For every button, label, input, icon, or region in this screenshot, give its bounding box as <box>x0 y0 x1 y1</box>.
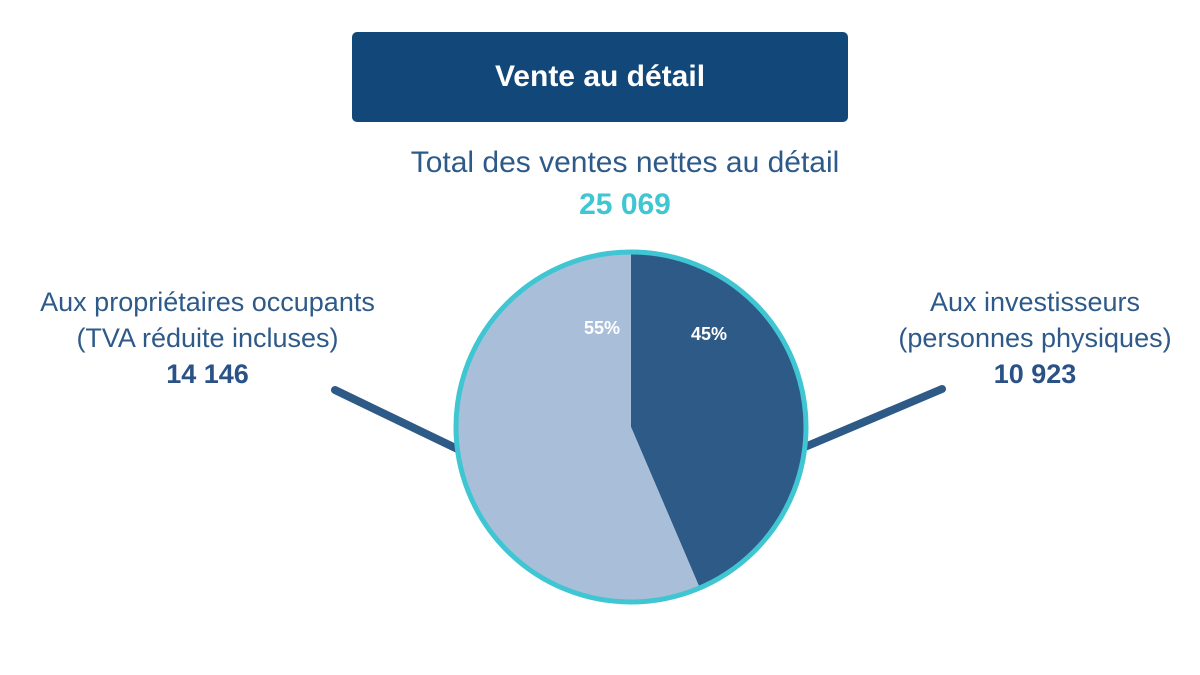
investors-value: 10 923 <box>993 359 1077 389</box>
owners-label-line2: (TVA réduite incluses) <box>76 323 339 353</box>
investors-connector-line <box>789 385 946 456</box>
total-label: Total des ventes nettes au détail <box>410 146 840 179</box>
pie-outline <box>453 249 809 605</box>
pie-slice-0 <box>631 254 804 587</box>
investors-label-line1: Aux investisseurs <box>929 287 1141 317</box>
owners-connector-line <box>331 386 474 459</box>
page-title: Vente au détail <box>494 60 706 93</box>
investors-label-block: Aux investisseurs (personnes physiques) … <box>880 284 1190 392</box>
investors-label-line2: (personnes physiques) <box>898 323 1172 353</box>
owners-label-block: Aux propriétaires occupants (TVA réduite… <box>20 284 395 392</box>
owners-value: 14 146 <box>166 359 249 389</box>
pie-percent-label-1: 55% <box>584 318 620 338</box>
pie-percent-label-0: 45% <box>691 324 727 344</box>
total-value: 25 069 <box>579 188 671 221</box>
owners-label-line1: Aux propriétaires occupants <box>40 287 375 317</box>
pie-slice-1 <box>457 254 699 601</box>
title-banner: Vente au détail <box>352 32 848 122</box>
